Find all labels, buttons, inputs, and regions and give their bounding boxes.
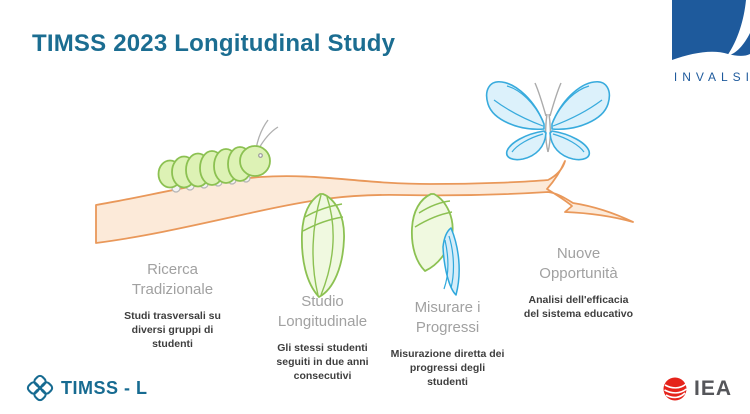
page-title: TIMSS 2023 Longitudinal Study — [32, 30, 396, 57]
butterfly-icon — [485, 81, 611, 161]
timss-l-wordmark: TIMSS - L — [61, 377, 148, 398]
stage-description: Gli stessi studenti seguiti in due anni … — [276, 342, 369, 383]
stage-heading: Studio Longitudinale — [277, 293, 368, 330]
invalsi-flag-icon — [672, 0, 750, 63]
stage-ricerca-tradizionale: Ricerca Tradizionale Studi trasversali s… — [100, 260, 245, 352]
stage-nuove-opportunita: Nuove Opportunità Analisi dell'efficacia… — [506, 244, 651, 321]
caterpillar-icon — [157, 119, 279, 193]
metamorphosis-illustration — [95, 81, 634, 298]
timss-l-logo: TIMSS - L — [26, 374, 148, 402]
stage-description: Analisi dell'efficacia del sistema educa… — [523, 294, 634, 321]
stage-misurare-progressi: Misurare i Progressi Misurazione diretta… — [375, 298, 520, 390]
stage-description: Misurazione diretta dei progressi degli … — [390, 348, 505, 389]
invalsi-wordmark: INVALSI — [673, 70, 750, 84]
chrysalis-emerging-icon — [411, 193, 460, 296]
stage-heading: Ricerca Tradizionale — [131, 261, 214, 298]
iea-logo: IEA — [662, 376, 732, 402]
stage-studio-longitudinale: Studio Longitudinale Gli stessi studenti… — [250, 292, 395, 384]
timss-knot-icon — [26, 374, 54, 402]
stage-heading: Nuove Opportunità — [539, 245, 618, 282]
stage-heading: Misurare i Progressi — [414, 299, 481, 336]
iea-globe-icon — [663, 377, 687, 401]
chrysalis-icon — [300, 193, 345, 298]
iea-wordmark: IEA — [693, 377, 732, 400]
stage-description: Studi trasversali su diversi gruppi di s… — [124, 310, 221, 351]
invalsi-logo: INVALSI — [666, 0, 750, 84]
